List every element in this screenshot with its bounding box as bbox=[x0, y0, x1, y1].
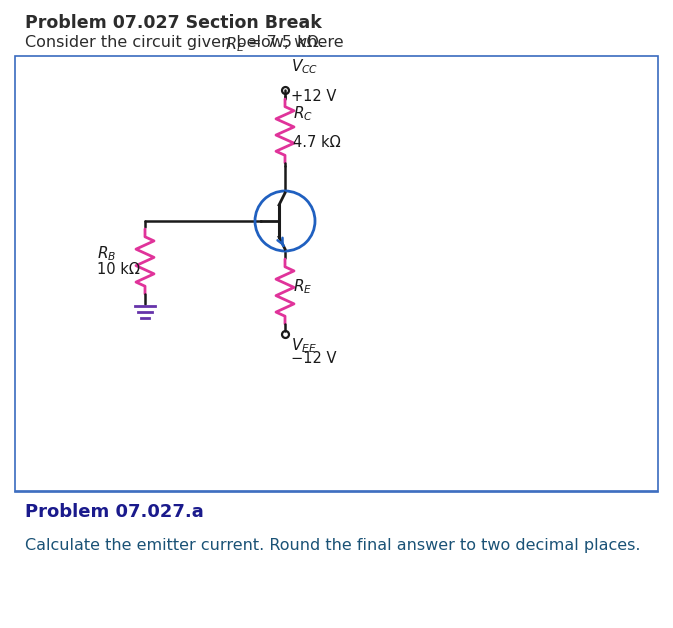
Text: Problem 07.027.a: Problem 07.027.a bbox=[25, 503, 204, 521]
Text: −12 V: −12 V bbox=[291, 351, 336, 366]
Text: 4.7 kΩ: 4.7 kΩ bbox=[293, 135, 341, 150]
Text: Consider the circuit given below, where: Consider the circuit given below, where bbox=[25, 35, 349, 50]
Text: $R_E$: $R_E$ bbox=[293, 277, 312, 296]
Text: $V_{CC}$: $V_{CC}$ bbox=[291, 57, 318, 76]
Text: $R_E$: $R_E$ bbox=[225, 35, 245, 54]
Text: $R_C$: $R_C$ bbox=[293, 104, 313, 123]
Text: $V_{EE}$: $V_{EE}$ bbox=[291, 336, 317, 355]
Text: +12 V: +12 V bbox=[291, 89, 336, 104]
Text: 10 kΩ: 10 kΩ bbox=[97, 262, 140, 277]
Text: Problem 07.027 Section Break: Problem 07.027 Section Break bbox=[25, 14, 322, 32]
Bar bbox=[15, 56, 658, 491]
Text: Calculate the emitter current. Round the final answer to two decimal places.: Calculate the emitter current. Round the… bbox=[25, 538, 641, 553]
Text: = 7.5 kΩ.: = 7.5 kΩ. bbox=[248, 35, 324, 50]
Text: $R_B$: $R_B$ bbox=[97, 244, 116, 263]
